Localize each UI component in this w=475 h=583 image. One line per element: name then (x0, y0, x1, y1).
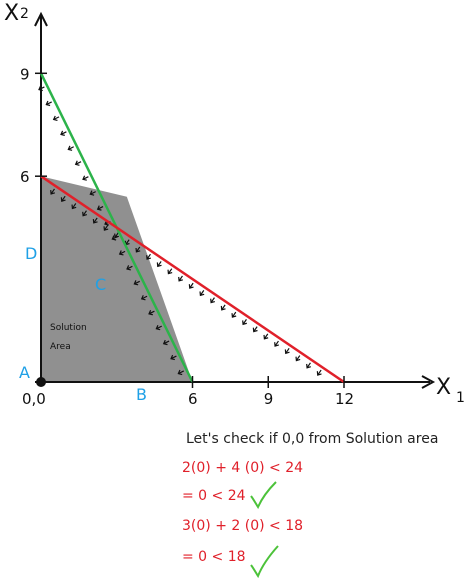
hatch-arrow-icon (118, 250, 126, 256)
hatch-arrow-icon (103, 224, 109, 231)
solution-area-region (41, 176, 193, 382)
hatch-arrow-icon (50, 188, 56, 195)
hatch-arrow-icon (284, 348, 290, 355)
hatch-arrow-icon (252, 326, 258, 333)
hatch-arrow-icon (60, 195, 66, 202)
y-tick-label: 9 (20, 65, 30, 83)
region-label-line1: Solution (50, 323, 87, 333)
y-axis-title: X (4, 1, 19, 26)
hatch-arrow-icon (45, 100, 52, 107)
hatch-arrow-icon (148, 310, 155, 316)
x-tick-label: 6 (188, 390, 198, 408)
check-mark-icon (250, 481, 277, 510)
hatch-arrow-icon (274, 340, 279, 347)
hatch-arrow-icon (52, 115, 60, 122)
point-label-b: B (136, 385, 147, 404)
x-axis-title: X (436, 375, 451, 400)
x-tick-label: 12 (335, 390, 354, 408)
origin-label: 0,0 (22, 390, 46, 408)
equation-1: 2(0) + 4 (0) < 24 (182, 460, 304, 476)
hatch-arrow-icon (199, 290, 205, 297)
hatch-arrow-icon (146, 253, 152, 260)
hatch-arrow-icon (178, 275, 183, 282)
hatch-arrow-icon (126, 265, 133, 271)
hatch-arrow-icon (316, 369, 322, 376)
y-axis-arrow-icon (34, 11, 48, 27)
red-constraint-line (40, 175, 345, 384)
origin-point (36, 377, 46, 387)
hatch-arrow-icon (242, 319, 247, 326)
hatch-arrow-icon (177, 369, 185, 376)
check-mark-icon (250, 545, 279, 579)
hatch-arrow-icon (167, 268, 173, 275)
hatch-arrow-icon (133, 280, 140, 286)
hatch-arrow-icon (60, 130, 67, 136)
hatch-arrow-icon (135, 246, 141, 253)
hatch-arrow-icon (295, 355, 301, 362)
hatch-arrow-icon (263, 333, 269, 340)
region-label-line2: Area (50, 342, 71, 352)
check-title: Let's check if 0,0 from Solution area (186, 431, 439, 447)
result-1: = 0 < 24 (182, 488, 246, 504)
x-axis-subscript: 1 (456, 390, 465, 406)
hatch-arrow-icon (71, 203, 77, 210)
hatch-arrow-icon (114, 232, 120, 239)
point-label-a: A (19, 363, 30, 382)
hatch-arrow-icon (231, 311, 237, 318)
y-tick-label: 6 (20, 168, 30, 186)
equation-2: 3(0) + 2 (0) < 18 (182, 518, 304, 534)
hatch-arrow-icon (140, 295, 148, 301)
y-axis-subscript: 2 (20, 6, 29, 22)
hatch-arrow-icon (306, 362, 311, 369)
hatch-arrow-icon (67, 145, 74, 151)
hatch-arrow-icon (92, 217, 98, 224)
point-label-d: D (25, 244, 37, 263)
x-tick-label: 9 (264, 390, 274, 408)
hatch-arrows (38, 85, 322, 376)
hatch-arrow-icon (220, 304, 226, 311)
hatch-arrow-icon (188, 282, 194, 289)
hatch-arrow-icon (82, 210, 88, 217)
hatch-arrow-icon (210, 297, 215, 304)
hatch-arrow-icon (155, 324, 163, 331)
result-2: = 0 < 18 (182, 549, 246, 565)
x-axis-arrow-icon (421, 375, 436, 389)
point-label-c: C (95, 275, 106, 294)
hatch-arrow-icon (82, 175, 89, 181)
hatch-arrow-icon (156, 261, 162, 268)
hatch-arrow-icon (170, 354, 177, 361)
hatch-arrow-icon (89, 190, 96, 196)
hatch-arrow-icon (74, 160, 82, 166)
hatch-arrow-icon (162, 339, 170, 346)
axis-ticks: 69126912 (20, 65, 354, 408)
hatch-arrow-icon (96, 205, 104, 211)
